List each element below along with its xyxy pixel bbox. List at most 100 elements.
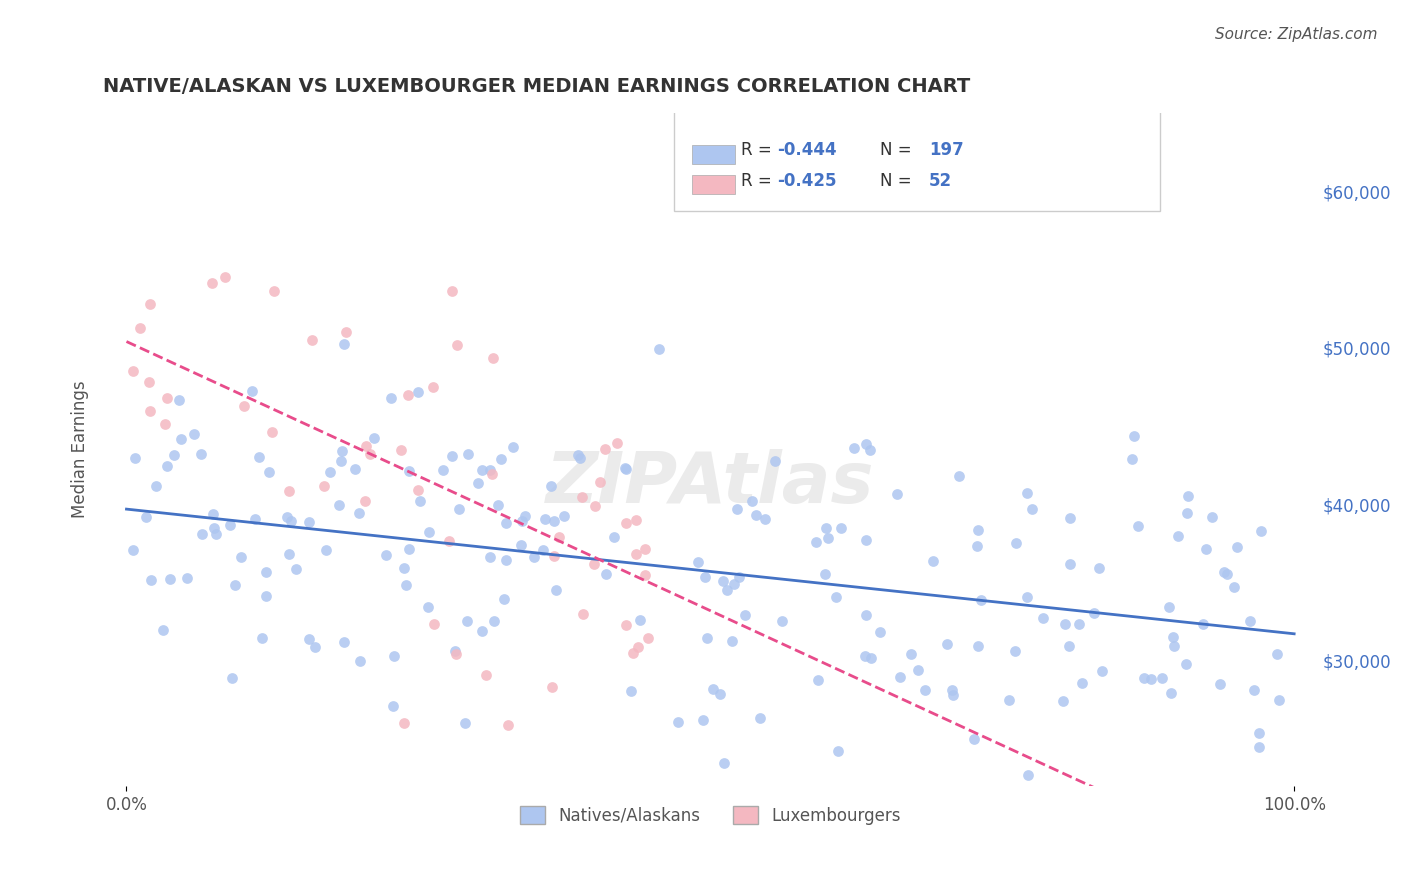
Point [686, 555, 709, 569]
Point [858, 442, 880, 457]
Point [723, 577, 745, 591]
Point [572, 607, 595, 622]
Point [457, 447, 479, 461]
Point [437, 534, 460, 549]
Point [763, 454, 786, 468]
Point [333, 336, 356, 351]
Point [721, 633, 744, 648]
Point [301, 334, 323, 348]
Point [214, 269, 236, 284]
Point [531, 543, 554, 558]
Point [749, 711, 772, 725]
Point [441, 284, 464, 298]
Point [711, 574, 734, 588]
Point [770, 614, 793, 628]
Point [454, 716, 477, 731]
Point [344, 462, 367, 476]
Point [263, 285, 285, 299]
Point [1175, 657, 1198, 671]
Point [970, 592, 993, 607]
Point [205, 527, 228, 541]
Point [1059, 640, 1081, 654]
Point [967, 523, 990, 537]
Text: N =: N = [880, 141, 917, 160]
Point [242, 384, 264, 398]
Point [247, 450, 270, 465]
Point [1021, 501, 1043, 516]
Point [416, 599, 439, 614]
Point [304, 640, 326, 654]
Point [481, 467, 503, 482]
Point [624, 513, 647, 527]
Point [922, 554, 945, 568]
Point [606, 435, 628, 450]
FancyBboxPatch shape [692, 176, 734, 194]
Text: R =: R = [741, 171, 776, 189]
Point [869, 625, 891, 640]
Point [830, 520, 852, 534]
Point [709, 687, 731, 701]
Point [502, 440, 524, 454]
Point [571, 491, 593, 505]
Point [486, 498, 509, 512]
Point [347, 506, 370, 520]
Point [298, 632, 321, 646]
Point [224, 578, 246, 592]
Point [1239, 614, 1261, 628]
Point [624, 547, 647, 561]
Point [333, 634, 356, 648]
Point [540, 479, 562, 493]
Point [614, 462, 637, 476]
Point [1192, 617, 1215, 632]
Point [1004, 536, 1026, 550]
Point [620, 684, 643, 698]
Point [444, 647, 467, 661]
Point [1059, 511, 1081, 525]
Point [1152, 671, 1174, 685]
Point [696, 631, 718, 645]
Point [409, 494, 432, 508]
Point [1157, 600, 1180, 615]
Point [1175, 506, 1198, 520]
Point [335, 325, 357, 339]
Point [621, 646, 644, 660]
Point [496, 717, 519, 731]
Point [1015, 591, 1038, 605]
Point [914, 682, 936, 697]
Text: NATIVE/ALASKAN VS LUXEMBOURGER MEDIAN EARNINGS CORRELATION CHART: NATIVE/ALASKAN VS LUXEMBOURGER MEDIAN EA… [103, 78, 970, 96]
Point [1017, 767, 1039, 781]
Point [553, 508, 575, 523]
Point [1163, 639, 1185, 653]
Point [233, 400, 256, 414]
Point [547, 530, 569, 544]
Point [314, 479, 336, 493]
Point [163, 449, 186, 463]
Point [1053, 616, 1076, 631]
Text: Source: ZipAtlas.com: Source: ZipAtlas.com [1215, 27, 1378, 42]
Point [754, 512, 776, 526]
Point [666, 714, 689, 729]
Point [807, 673, 830, 687]
Point [1177, 489, 1199, 503]
Point [284, 562, 307, 576]
Point [814, 566, 837, 581]
Point [1121, 452, 1143, 467]
Point [471, 624, 494, 638]
Y-axis label: Median Earnings: Median Earnings [72, 381, 89, 518]
Point [1059, 557, 1081, 571]
Point [495, 553, 517, 567]
Point [278, 484, 301, 499]
Text: R =: R = [741, 141, 776, 160]
Point [449, 501, 471, 516]
Point [713, 756, 735, 770]
Point [218, 518, 240, 533]
Point [354, 439, 377, 453]
Point [422, 380, 444, 394]
Point [129, 320, 152, 334]
Point [456, 614, 478, 628]
Point [634, 541, 657, 556]
Point [1216, 567, 1239, 582]
Legend: Natives/Alaskans, Luxembourgers: Natives/Alaskans, Luxembourgers [513, 800, 908, 831]
Point [1268, 693, 1291, 707]
Point [512, 514, 534, 528]
